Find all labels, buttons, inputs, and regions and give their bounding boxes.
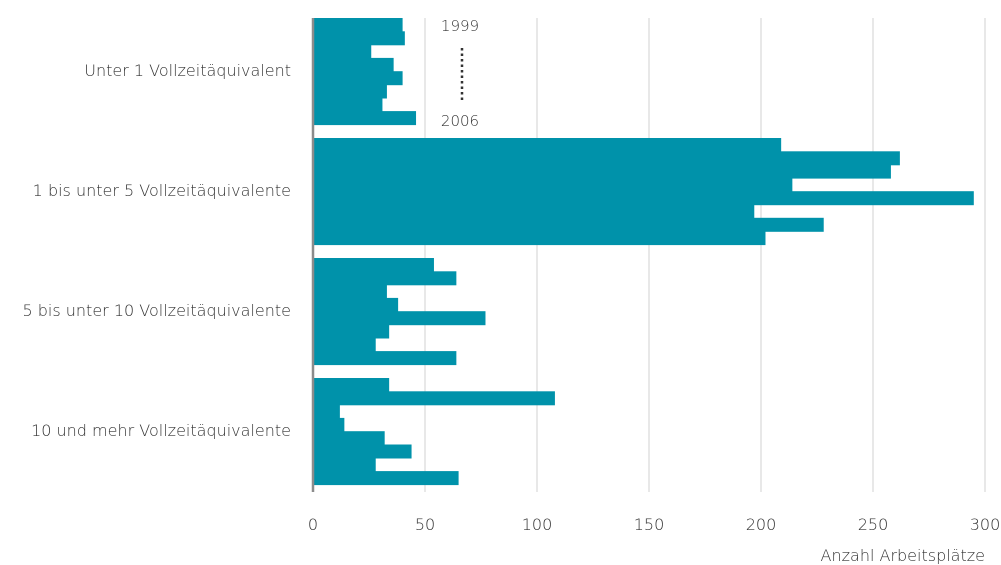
bar (313, 217, 824, 232)
bar (313, 404, 340, 419)
bar (313, 31, 405, 46)
bars (313, 18, 974, 486)
bar (313, 204, 755, 219)
bar (313, 18, 403, 32)
x-tick-label: 250 (858, 515, 889, 534)
x-tick-labels: 0 50 100 150 200 250 300 (308, 515, 1000, 534)
bar (313, 164, 891, 179)
bar (313, 324, 390, 339)
bar (313, 417, 345, 432)
bar (313, 378, 390, 392)
bar (313, 151, 900, 166)
bar (313, 431, 385, 446)
bar (313, 44, 372, 59)
year-end-label: 2006 (441, 112, 479, 130)
x-tick-label: 0 (308, 515, 318, 534)
bar (313, 284, 387, 299)
bar (313, 57, 394, 72)
bar (313, 351, 457, 366)
bar (313, 177, 793, 192)
x-tick-label: 100 (522, 515, 553, 534)
bar (313, 84, 387, 99)
category-label: 1 bis unter 5 Vollzeitäquivalente (33, 181, 291, 200)
bar (313, 337, 376, 352)
grid-lines (424, 18, 986, 492)
bar (313, 311, 486, 326)
x-tick-label: 300 (970, 515, 1001, 534)
bar (313, 97, 383, 112)
bar (313, 138, 782, 152)
bar (313, 71, 403, 86)
year-start-label: 1999 (441, 17, 479, 35)
category-labels: Unter 1 Vollzeitäquivalent 1 bis unter 5 … (22, 61, 291, 440)
category-label: 5 bis unter 10 Vollzeitäquivalente (22, 301, 291, 320)
bar (313, 258, 434, 272)
bar (313, 391, 555, 406)
bar (313, 444, 412, 459)
category-label: Unter 1 Vollzeitäquivalent (84, 61, 291, 80)
bar (313, 191, 974, 206)
x-tick-label: 50 (415, 515, 435, 534)
bar (313, 457, 376, 472)
bar (313, 271, 457, 286)
x-tick-label: 150 (634, 515, 665, 534)
bar (313, 111, 417, 126)
bar (313, 471, 459, 486)
x-tick-label: 200 (746, 515, 777, 534)
bar (313, 231, 766, 246)
category-label: 10 und mehr Vollzeitäquivalente (31, 421, 291, 440)
x-axis-title: Anzahl Arbeitsplätze (821, 546, 985, 565)
bar (313, 297, 399, 312)
year-annotation: 1999 2006 (441, 17, 479, 130)
